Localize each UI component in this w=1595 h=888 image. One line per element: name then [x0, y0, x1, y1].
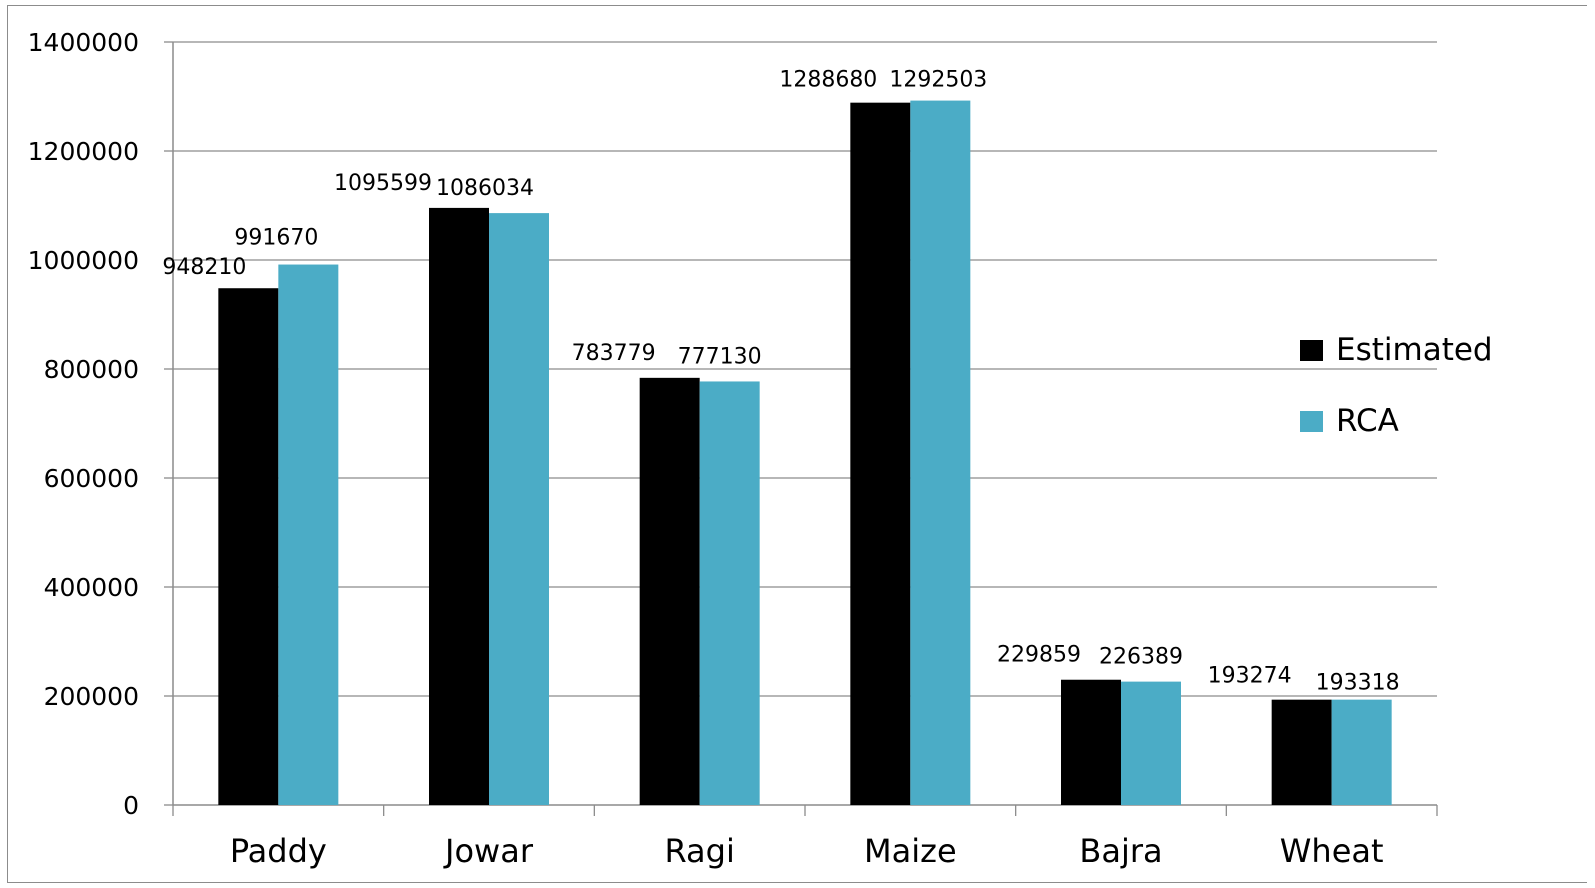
bar-rca-jowar [489, 213, 549, 806]
bar-rca-maize [910, 100, 971, 805]
data-label-estimated-wheat: 193274 [1208, 664, 1292, 689]
x-tick-label-wheat: Wheat [1280, 832, 1384, 870]
data-label-estimated-jowar: 1095599 [334, 171, 432, 196]
y-tick-label: 600000 [44, 464, 139, 493]
y-tick-label: 0 [123, 791, 139, 820]
legend-swatch-estimated [1300, 340, 1323, 361]
data-label-estimated-paddy: 948210 [162, 255, 246, 280]
y-tick-label: 400000 [44, 573, 139, 602]
legend-label-rca: RCA [1336, 403, 1399, 439]
data-labels: 948210 1095599 783779 1288680 229859 193274 99… [162, 68, 1399, 696]
chart-frame [7, 5, 1587, 883]
y-tick-label: 200000 [44, 682, 139, 711]
x-tick-label-maize: Maize [864, 832, 957, 870]
legend: Estimated RCA [1300, 332, 1493, 439]
bar-estimated-jowar [429, 207, 489, 805]
data-label-rca-maize: 1292503 [889, 68, 987, 93]
bar-rca-paddy [278, 264, 339, 805]
data-label-rca-jowar: 1086034 [436, 176, 534, 201]
y-tick-label: 1200000 [28, 137, 139, 166]
axes: 0 200000 400000 600000 800000 1000000 1200000 1… [28, 28, 1438, 870]
bars [218, 100, 1392, 806]
data-label-rca-wheat: 193318 [1316, 671, 1400, 696]
data-label-rca-paddy: 991670 [234, 226, 318, 251]
y-tick-label: 1000000 [28, 246, 139, 275]
bar-estimated-ragi [639, 377, 700, 805]
bar-rca-ragi [699, 381, 760, 805]
data-label-rca-bajra: 226389 [1099, 645, 1183, 670]
bar-rca-wheat [1331, 699, 1392, 805]
data-label-estimated-ragi: 783779 [572, 341, 656, 366]
legend-swatch-rca [1300, 411, 1323, 432]
data-label-rca-ragi: 777130 [678, 344, 762, 369]
bar-estimated-bajra [1061, 679, 1121, 805]
y-tick-label: 800000 [44, 355, 139, 384]
bar-estimated-paddy [218, 288, 279, 805]
bar-estimated-wheat [1271, 699, 1332, 805]
x-tick-label-bajra: Bajra [1079, 832, 1162, 870]
gridlines [173, 41, 1437, 697]
y-tick-label: 1400000 [28, 28, 139, 57]
x-tick-label-jowar: Jowar [443, 832, 534, 870]
data-label-estimated-bajra: 229859 [997, 643, 1081, 668]
x-tick-label-paddy: Paddy [230, 832, 327, 870]
bar-rca-bajra [1121, 681, 1181, 805]
bar-estimated-maize [850, 102, 911, 805]
x-tick-label-ragi: Ragi [664, 832, 734, 870]
data-label-estimated-maize: 1288680 [779, 68, 877, 93]
legend-label-estimated: Estimated [1336, 332, 1493, 368]
